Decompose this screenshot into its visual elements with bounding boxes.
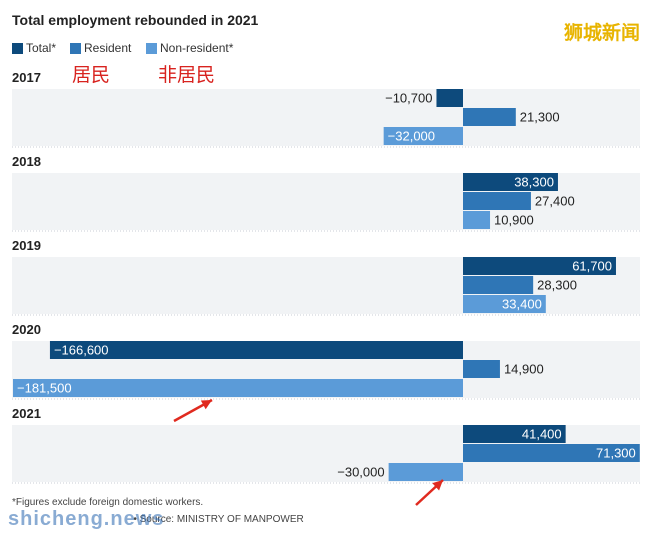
- value-label-resident-2021: 71,300: [596, 446, 636, 461]
- legend-resident-swatch: [70, 42, 81, 54]
- chart-title: Total employment rebounded in 2021: [12, 12, 259, 28]
- bar-total-2018: [463, 173, 558, 191]
- legend-total-swatch: [12, 42, 23, 54]
- bar-resident-2019: [463, 276, 534, 294]
- legend-nonresident-label: Non-resident*: [160, 41, 234, 55]
- bar-resident-2017: [463, 108, 516, 126]
- arrow-2020-head: [200, 400, 212, 410]
- panel-2017: [12, 89, 640, 146]
- legend-nonresident: Non-resident*: [146, 41, 233, 55]
- value-label-nonresident-2021: −30,000: [337, 465, 384, 480]
- year-label-2019: 2019: [12, 238, 41, 253]
- bar-total-2020: [49, 341, 464, 359]
- legend-resident: Resident: [70, 41, 131, 55]
- value-label-resident-2020: 14,900: [504, 362, 544, 377]
- bar-total-2021: [463, 425, 566, 443]
- legend-resident-label: Resident: [84, 41, 132, 55]
- value-label-resident-2018: 27,400: [535, 194, 575, 209]
- value-label-nonresident-2018: 10,900: [494, 213, 534, 228]
- bar-nonresident-2020: [13, 379, 463, 397]
- value-label-total-2017: −10,700: [385, 91, 432, 106]
- legend-total-label: Total*: [26, 41, 57, 55]
- bar-resident-2020: [463, 360, 500, 378]
- source-text: • Source: MINISTRY OF MANPOWER: [133, 514, 304, 525]
- year-label-2017: 2017: [12, 70, 41, 85]
- source-line: SINGAPORE STATISTICS • Source: MINISTRY …: [12, 514, 304, 525]
- bar-nonresident-2018: [463, 211, 491, 229]
- legend-total: Total*: [12, 41, 56, 55]
- year-label-2018: 2018: [12, 154, 41, 169]
- value-label-total-2020: −166,600: [54, 343, 109, 358]
- site-watermark: shicheng.news: [8, 508, 165, 530]
- footnote: *Figures exclude foreign domestic worker…: [12, 497, 204, 508]
- annotation-nonresident-cn: 非居民: [158, 64, 216, 86]
- bar-resident-2018: [463, 192, 531, 210]
- value-label-resident-2019: 28,300: [537, 278, 577, 293]
- year-label-2021: 2021: [12, 406, 41, 421]
- bar-nonresident-2021: [388, 463, 463, 481]
- value-label-nonresident-2020: −181,500: [17, 381, 72, 396]
- year-label-2020: 2020: [12, 322, 41, 337]
- bar-total-2019: [463, 257, 616, 275]
- value-label-resident-2017: 21,300: [520, 110, 560, 125]
- watermark-logo: 狮城新闻: [563, 22, 640, 44]
- bar-nonresident-2017: [383, 127, 463, 145]
- value-label-nonresident-2017: −32,000: [388, 129, 435, 144]
- value-label-total-2019: 61,700: [572, 259, 612, 274]
- annotation-resident-cn: 居民: [72, 64, 111, 86]
- value-label-nonresident-2019: 33,400: [502, 297, 542, 312]
- value-label-total-2018: 38,300: [514, 175, 554, 190]
- bar-total-2017: [436, 89, 463, 107]
- value-label-total-2021: 41,400: [522, 427, 562, 442]
- bar-nonresident-2019: [463, 295, 546, 313]
- bar-resident-2021: [463, 444, 640, 462]
- arrow-2021-head: [432, 480, 443, 491]
- legend-nonresident-swatch: [146, 42, 157, 54]
